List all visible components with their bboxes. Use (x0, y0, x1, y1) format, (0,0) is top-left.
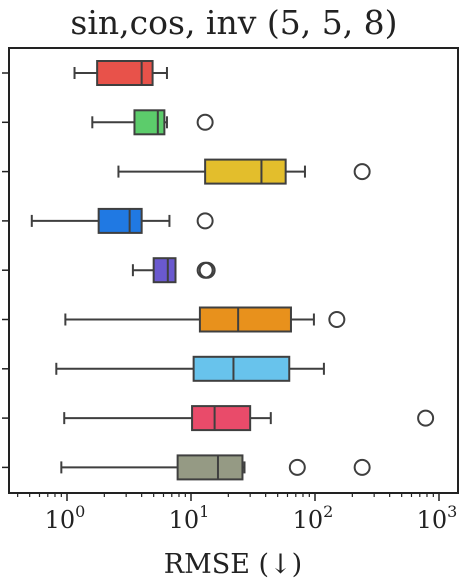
outlier-point (288, 458, 306, 476)
iqr-box (176, 454, 244, 481)
x-tick-label: 101 (169, 502, 210, 534)
iqr-box (152, 257, 177, 284)
outlier-point (417, 409, 435, 427)
box-series-3 (117, 158, 371, 185)
box-series-1 (73, 60, 168, 86)
iqr-box (198, 306, 292, 333)
x-tick-label: 103 (417, 502, 458, 534)
iqr-box (204, 158, 287, 185)
chart-title: sin,cos, inv (5, 5, 8) (70, 3, 397, 42)
outlier-point (196, 113, 214, 131)
box-series-9 (60, 454, 371, 481)
iqr-box (133, 109, 166, 136)
iqr-box (192, 355, 291, 382)
box-series (30, 60, 435, 481)
box-series-7 (55, 355, 325, 382)
x-tick-label: 100 (45, 502, 86, 534)
y-axis (2, 72, 9, 469)
iqr-box (191, 405, 252, 432)
box-series-2 (91, 109, 214, 136)
outlier-point (353, 458, 371, 476)
box-series-6 (64, 306, 346, 333)
iqr-box (96, 60, 154, 86)
iqr-box (97, 207, 143, 234)
box-series-4 (30, 207, 214, 234)
x-tick-label: 102 (293, 502, 334, 534)
box-series-8 (63, 405, 435, 432)
box-series-5 (131, 257, 216, 284)
outlier-point (196, 212, 214, 230)
x-axis: 100 101 102 103 (17, 493, 458, 534)
outlier-point (353, 163, 371, 181)
x-axis-label: RMSE (↓) (164, 549, 302, 580)
outlier-point (198, 261, 216, 279)
outlier-point (328, 311, 346, 328)
